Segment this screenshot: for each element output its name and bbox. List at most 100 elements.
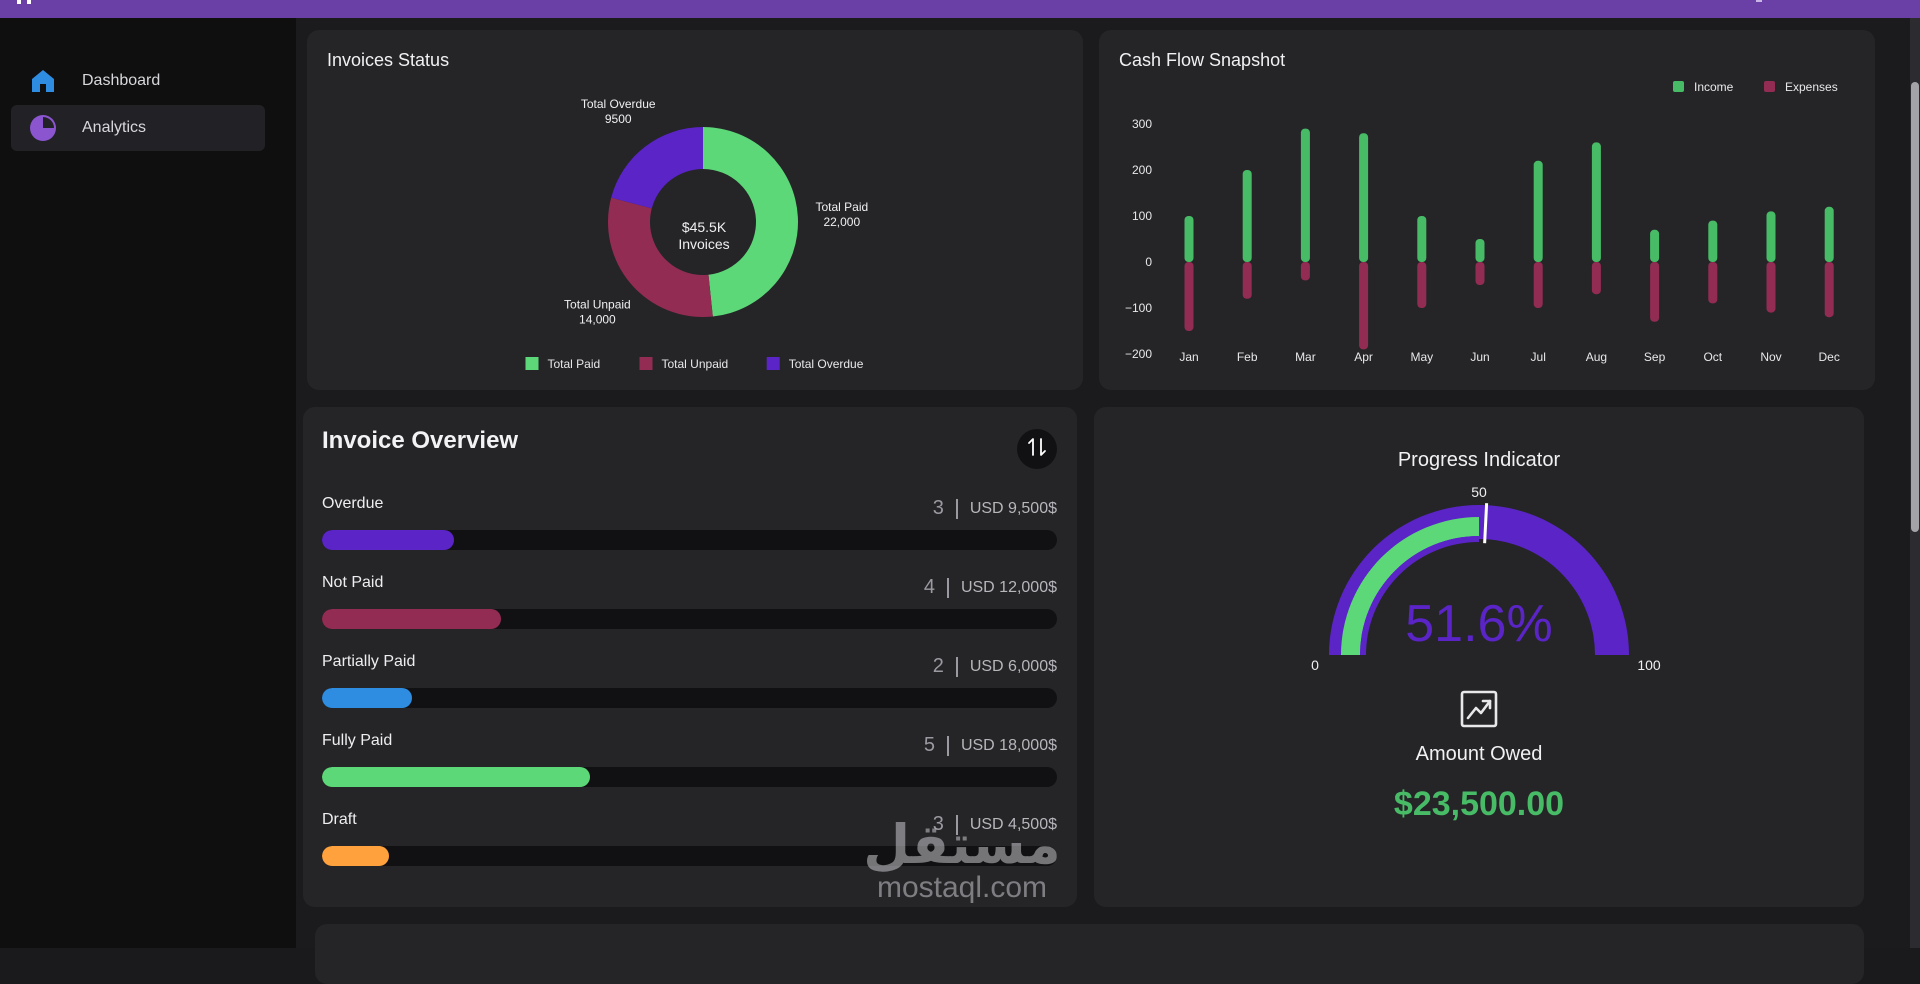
gauge-mid-label: 50 bbox=[1471, 484, 1487, 500]
sidebar: Dashboard Analytics bbox=[0, 18, 296, 948]
sidebar-item-dashboard[interactable]: Dashboard bbox=[11, 58, 265, 104]
bar-income-mar[interactable] bbox=[1300, 128, 1310, 262]
y-tick-label: 0 bbox=[1145, 255, 1152, 269]
legend-swatch-total-unpaid bbox=[639, 357, 653, 370]
card-title: Cash Flow Snapshot bbox=[1119, 50, 1286, 70]
x-tick-label: Apr bbox=[1354, 350, 1373, 364]
bar-expenses-feb[interactable] bbox=[1242, 262, 1252, 299]
app-grid-icon[interactable] bbox=[17, 0, 31, 4]
bar-income-sep[interactable] bbox=[1650, 229, 1660, 262]
donut-slice-total-overdue[interactable] bbox=[611, 127, 703, 209]
watermark-latin: mostaql.com bbox=[876, 871, 1048, 904]
row-meta: 3 USD 4,500$ bbox=[933, 813, 1057, 836]
progress-track bbox=[322, 688, 1057, 708]
bar-income-oct[interactable] bbox=[1708, 220, 1718, 262]
y-tick-label: 200 bbox=[1132, 163, 1152, 177]
scrollbar-thumb[interactable] bbox=[1911, 82, 1919, 532]
legend-label-total-paid[interactable]: Total Paid bbox=[548, 357, 601, 371]
row-count: 3 bbox=[932, 813, 944, 835]
row-amount: USD 6,000$ bbox=[969, 657, 1057, 675]
x-tick-label: May bbox=[1410, 350, 1433, 364]
row-count: 5 bbox=[923, 734, 935, 756]
row-meta: 5 USD 18,000$ bbox=[924, 734, 1057, 757]
overview-row-fully-paid[interactable]: Fully Paid 5 USD 18,000$ bbox=[322, 732, 1057, 802]
overview-row-partially-paid[interactable]: Partially Paid 2 USD 6,000$ bbox=[322, 653, 1057, 723]
overview-title: Invoice Overview bbox=[322, 427, 519, 454]
row-meta: 2 USD 6,000$ bbox=[933, 655, 1057, 678]
donut-slice-total-paid[interactable] bbox=[703, 127, 798, 317]
invoice-overview-card: Invoice Overview Overdue 3 USD 9,500$ Not P… bbox=[303, 407, 1077, 907]
bar-expenses-dec[interactable] bbox=[1824, 262, 1834, 318]
bar-income-jun[interactable] bbox=[1475, 239, 1485, 262]
page-scrollbar[interactable] bbox=[1910, 18, 1920, 948]
legend-label-total-overdue[interactable]: Total Overdue bbox=[789, 357, 864, 371]
x-tick-label: Jul bbox=[1531, 350, 1546, 364]
row-count: 3 bbox=[932, 497, 944, 519]
donut-data-label: Total Paid bbox=[815, 200, 868, 214]
progress-title: Progress Indicator bbox=[1397, 449, 1561, 471]
sidebar-item-label: Dashboard bbox=[82, 72, 161, 89]
home-icon bbox=[26, 64, 60, 98]
bar-income-aug[interactable] bbox=[1591, 142, 1601, 262]
watermark: مستقل mostaql.com bbox=[842, 818, 1082, 904]
gauge-chart: 50 0 100 51.6% bbox=[1311, 484, 1661, 673]
progress-track bbox=[322, 530, 1057, 550]
row-label: Overdue bbox=[322, 495, 384, 512]
bar-expenses-oct[interactable] bbox=[1708, 262, 1718, 304]
swap-sort-button[interactable] bbox=[1017, 429, 1057, 469]
sidebar-item-analytics[interactable]: Analytics bbox=[11, 105, 265, 151]
progress-fill bbox=[322, 767, 591, 787]
invoices-status-card: Invoices Status $45.5K Invoices Total Pa… bbox=[307, 30, 1083, 390]
bar-income-jul[interactable] bbox=[1533, 160, 1543, 262]
gauge-value: 51.6% bbox=[1405, 595, 1552, 653]
bar-chart: Income Expenses 300 200 100 0 −100 −200 Jan Feb… bbox=[1125, 80, 1840, 364]
bar-expenses-mar[interactable] bbox=[1300, 262, 1310, 281]
y-tick-label: −200 bbox=[1125, 347, 1152, 361]
row-amount: USD 18,000$ bbox=[960, 736, 1057, 754]
progress-fill bbox=[322, 688, 412, 708]
bar-expenses-nov[interactable] bbox=[1766, 262, 1776, 313]
row-separator bbox=[946, 577, 949, 598]
legend-swatch-income bbox=[1673, 81, 1684, 92]
bar-expenses-jan[interactable] bbox=[1184, 262, 1194, 331]
overview-row-draft[interactable]: Draft 3 USD 4,500$ bbox=[322, 811, 1057, 881]
bar-expenses-apr[interactable] bbox=[1359, 262, 1369, 350]
progress-track bbox=[322, 609, 1057, 629]
row-amount: USD 12,000$ bbox=[960, 578, 1057, 596]
bar-income-feb[interactable] bbox=[1242, 170, 1252, 262]
donut-slice-total-unpaid[interactable] bbox=[608, 197, 713, 317]
bar-income-apr[interactable] bbox=[1359, 133, 1369, 262]
progress-fill bbox=[322, 530, 455, 550]
row-amount: USD 4,500$ bbox=[969, 815, 1057, 833]
overview-row-overdue[interactable]: Overdue 3 USD 9,500$ bbox=[322, 495, 1057, 565]
row-separator bbox=[955, 498, 958, 519]
bar-income-may[interactable] bbox=[1417, 216, 1427, 262]
donut-data-label: Total Unpaid bbox=[564, 297, 631, 311]
bar-income-jan[interactable] bbox=[1184, 216, 1194, 262]
bar-income-dec[interactable] bbox=[1824, 206, 1834, 262]
bar-expenses-jun[interactable] bbox=[1475, 262, 1485, 285]
bar-expenses-aug[interactable] bbox=[1591, 262, 1601, 295]
legend-label-income[interactable]: Income bbox=[1694, 80, 1734, 94]
swap-vertical-icon bbox=[1026, 436, 1048, 463]
overview-row-not-paid[interactable]: Not Paid 4 USD 12,000$ bbox=[322, 574, 1057, 644]
legend-swatch-total-paid bbox=[525, 357, 539, 370]
row-meta: 3 USD 9,500$ bbox=[933, 497, 1057, 520]
bar-expenses-may[interactable] bbox=[1417, 262, 1427, 308]
card-title: Invoices Status bbox=[327, 50, 450, 70]
x-tick-label: Sep bbox=[1644, 350, 1666, 364]
y-tick-label: 100 bbox=[1132, 209, 1152, 223]
user-menu-icon[interactable] bbox=[1756, 0, 1762, 2]
legend-label-total-unpaid[interactable]: Total Unpaid bbox=[662, 357, 729, 371]
gauge-max-label: 100 bbox=[1637, 657, 1661, 673]
bar-expenses-sep[interactable] bbox=[1650, 262, 1660, 322]
bar-expenses-jul[interactable] bbox=[1533, 262, 1543, 308]
row-label: Draft bbox=[322, 811, 357, 828]
y-tick-label: 300 bbox=[1132, 117, 1152, 131]
row-meta: 4 USD 12,000$ bbox=[924, 576, 1057, 599]
row-label: Not Paid bbox=[322, 574, 384, 591]
x-tick-label: Jun bbox=[1470, 350, 1489, 364]
bar-income-nov[interactable] bbox=[1766, 211, 1776, 262]
legend-label-expenses[interactable]: Expenses bbox=[1785, 80, 1838, 94]
donut-center-label: Invoices bbox=[678, 236, 729, 252]
